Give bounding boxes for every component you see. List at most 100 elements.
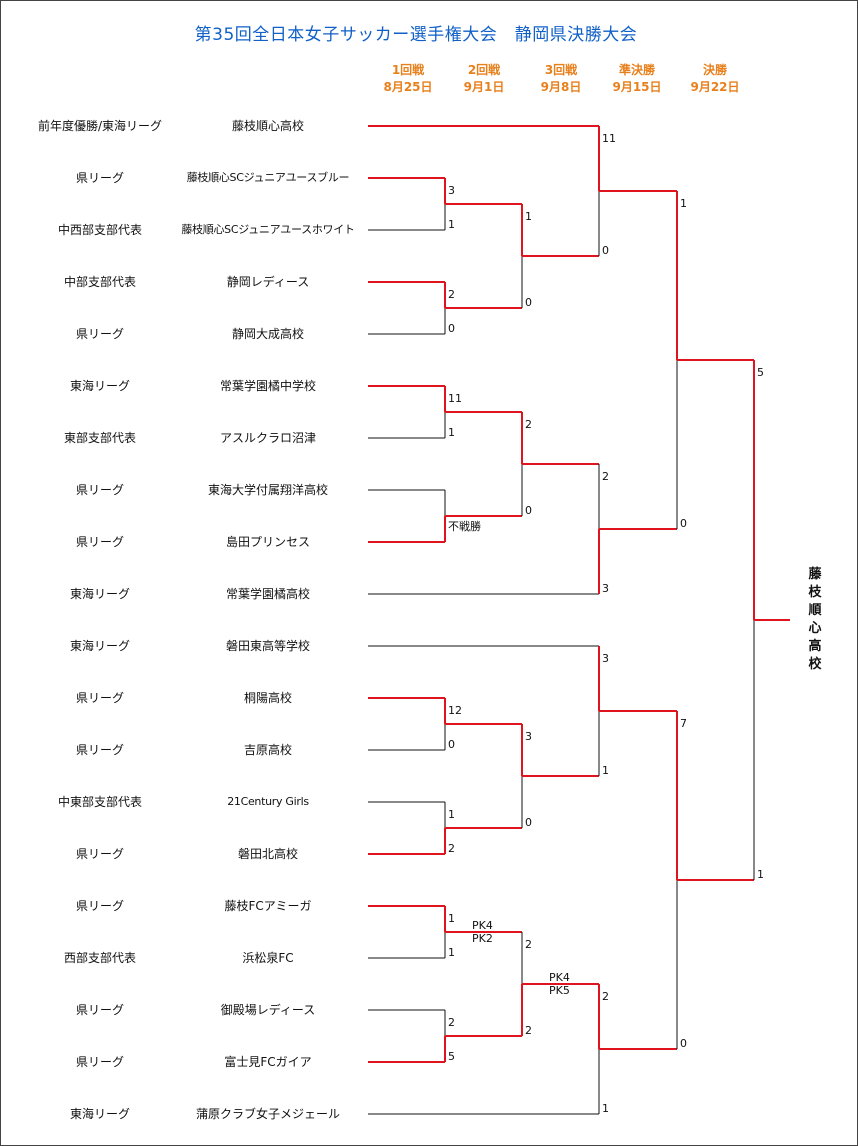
match-score: 0 (525, 296, 532, 309)
match-score: 11 (602, 132, 616, 145)
team-name: 吉原高校 (243, 743, 292, 757)
match-score: 3 (525, 730, 532, 743)
team-name: 常葉学園橘中学校 (219, 379, 316, 393)
team-name: 御殿場レディース (220, 1003, 316, 1017)
match-score: 5 (757, 366, 764, 379)
walkover-note: 不戦勝 (448, 519, 481, 533)
team-category: 県リーグ (75, 743, 124, 757)
team-category: 中東部支部代表 (57, 795, 142, 809)
team-category: 県リーグ (75, 1055, 124, 1069)
team-name: 磐田東高等学校 (225, 639, 310, 653)
team-name: 島田プリンセス (225, 535, 310, 549)
team-name: 21Century Girls (227, 795, 309, 808)
team-category: 県リーグ (75, 535, 124, 549)
team-category: 県リーグ (75, 847, 124, 861)
round-date: 8月25日 (383, 80, 433, 94)
match-score: 7 (680, 717, 687, 730)
match-score: 0 (448, 738, 455, 751)
team-category: 県リーグ (75, 483, 124, 497)
team-category: 県リーグ (75, 327, 124, 341)
match-score: 1 (525, 210, 532, 223)
team-name: 藤枝順心高校 (231, 119, 304, 133)
round-header-sf: 準決勝 9月15日 (597, 62, 677, 96)
round-name: 3回戦 (544, 63, 578, 77)
round-name: 準決勝 (618, 63, 655, 77)
team-category: 中部支部代表 (63, 275, 136, 289)
team-name: 蒲原クラブ女子メジェール (195, 1107, 340, 1121)
team-category: 県リーグ (75, 899, 124, 913)
match-score: 1 (448, 426, 455, 439)
match-score: 2 (602, 990, 609, 1003)
team-name: 東海大学付属翔洋高校 (207, 483, 328, 497)
round-name: 2回戦 (467, 63, 501, 77)
match-score: 1 (602, 764, 609, 777)
match-score: 3 (448, 184, 455, 197)
match-score: 2 (448, 842, 455, 855)
round-header-r3: 3回戦 9月8日 (521, 62, 601, 96)
match-score: 3 (602, 652, 609, 665)
pk-score: PK4 (472, 919, 493, 932)
round-name: 1回戦 (391, 63, 425, 77)
team-category: 前年度優勝/東海リーグ (37, 119, 163, 133)
match-score: 0 (448, 322, 455, 335)
match-score: 0 (602, 244, 609, 257)
match-score: 1 (448, 946, 455, 959)
match-score: 2 (525, 1024, 532, 1037)
pk-score: PK2 (472, 932, 493, 945)
team-name: 藤枝FCアミーガ (224, 899, 312, 913)
match-score: 0 (525, 504, 532, 517)
team-name: 藤枝順心SCジュニアユースブルー (186, 171, 350, 184)
team-name: 藤枝順心SCジュニアユースホワイト (181, 223, 355, 236)
match-score: 12 (448, 704, 462, 717)
round-date: 9月15日 (612, 80, 662, 94)
team-name: 静岡レディース (226, 275, 310, 289)
round-date: 9月8日 (540, 80, 582, 94)
team-name: 磐田北高校 (237, 847, 298, 861)
match-score: 1 (680, 197, 687, 210)
team-category: 県リーグ (75, 691, 124, 705)
team-name: 静岡大成高校 (231, 327, 304, 341)
match-score: 3 (602, 582, 609, 595)
round-date: 9月1日 (463, 80, 505, 94)
pk-score: PK4 (549, 971, 570, 984)
match-score: 0 (680, 1037, 687, 1050)
team-category: 東部支部代表 (63, 431, 136, 445)
team-name: 富士見FCガイア (224, 1055, 312, 1069)
team-name: 浜松泉FC (242, 951, 294, 965)
match-score: 2 (448, 1016, 455, 1029)
round-header-r2: 2回戦 9月1日 (444, 62, 524, 96)
match-score: 1 (448, 808, 455, 821)
team-category: 県リーグ (75, 1003, 124, 1017)
match-score: 1 (602, 1102, 609, 1115)
match-score: 2 (448, 288, 455, 301)
match-score: 0 (680, 517, 687, 530)
team-category: 東海リーグ (69, 587, 130, 601)
round-header-r1: 1回戦 8月25日 (368, 62, 448, 96)
team-category: 東海リーグ (69, 1107, 130, 1121)
page-title: 第35回全日本女子サッカー選手権大会 静岡県決勝大会 (194, 25, 638, 45)
team-category: 西部支部代表 (63, 951, 136, 965)
match-score: 2 (525, 938, 532, 951)
team-category: 東海リーグ (69, 379, 130, 393)
match-score: 1 (448, 218, 455, 231)
round-name: 決勝 (702, 63, 727, 77)
team-name: 常葉学園橘高校 (225, 587, 310, 601)
match-score: 1 (757, 868, 764, 881)
match-score: 0 (525, 816, 532, 829)
match-score: 5 (448, 1050, 455, 1063)
round-date: 9月22日 (690, 80, 740, 94)
match-score: 1 (448, 912, 455, 925)
pk-score: PK5 (549, 984, 570, 997)
team-name: アスルクラロ沼津 (219, 431, 316, 445)
team-category: 東海リーグ (69, 639, 130, 653)
match-score: 2 (525, 418, 532, 431)
team-name: 桐陽高校 (243, 691, 292, 705)
match-score: 2 (602, 470, 609, 483)
team-category: 中西部支部代表 (57, 223, 142, 237)
match-score: 11 (448, 392, 462, 405)
team-category: 県リーグ (75, 171, 124, 185)
round-header-final: 決勝 9月22日 (675, 62, 755, 96)
champion-label: 藤枝順心高校 (808, 567, 822, 672)
